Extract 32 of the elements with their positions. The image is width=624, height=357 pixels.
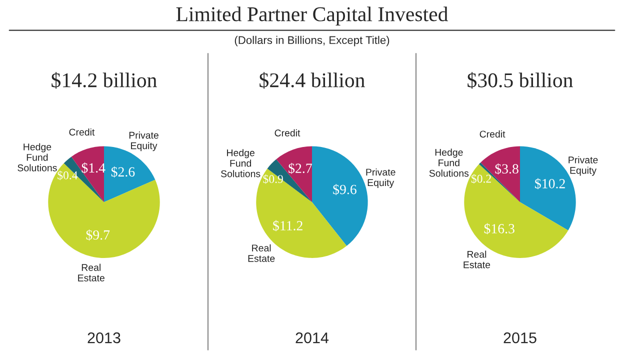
chart-title: $14.2 billion [52, 72, 157, 89]
slice-label: Real Estate [78, 264, 104, 282]
slice-label: Private Equity [568, 156, 598, 176]
data-label: $16.3 [484, 223, 514, 234]
data-label: $10.2 [535, 178, 565, 190]
slice-label: Hedge Fund Solutions [221, 149, 260, 178]
slice-label: Real Estate [248, 244, 275, 262]
data-label: $3.8 [495, 163, 518, 174]
slice-label: Private Equity [129, 132, 158, 152]
text: Limited Partner Capital Invested [176, 6, 448, 26]
slice-label: Hedge Fund Solutions [429, 148, 469, 177]
chart-title: $30.5 billion [468, 72, 573, 89]
slice-label: Real Estate [464, 250, 490, 268]
data-label: $2.6 [111, 166, 135, 178]
text: 2013 [88, 332, 120, 344]
text: 2014 [296, 332, 329, 344]
text: 2015 [504, 332, 536, 344]
slice-label: Credit [480, 130, 506, 138]
slice-label: Private Equity [366, 168, 396, 188]
pie-slice [312, 146, 368, 246]
data-label: $0.2 [471, 174, 491, 184]
data-label: $11.2 [273, 220, 302, 232]
slice-label: Credit [69, 128, 95, 136]
data-label: $2.7 [288, 162, 312, 174]
data-label: $0.9 [263, 174, 283, 184]
slice-label: Hedge Fund Solutions [18, 143, 57, 172]
data-label: $9.7 [86, 229, 110, 241]
data-label: $0.4 [58, 170, 78, 180]
text: (Dollars in Billions, Except Title) [234, 36, 390, 46]
chart-title: $24.4 billion [260, 72, 365, 89]
data-label: $9.6 [333, 184, 356, 196]
slice-label: Credit [274, 129, 300, 136]
